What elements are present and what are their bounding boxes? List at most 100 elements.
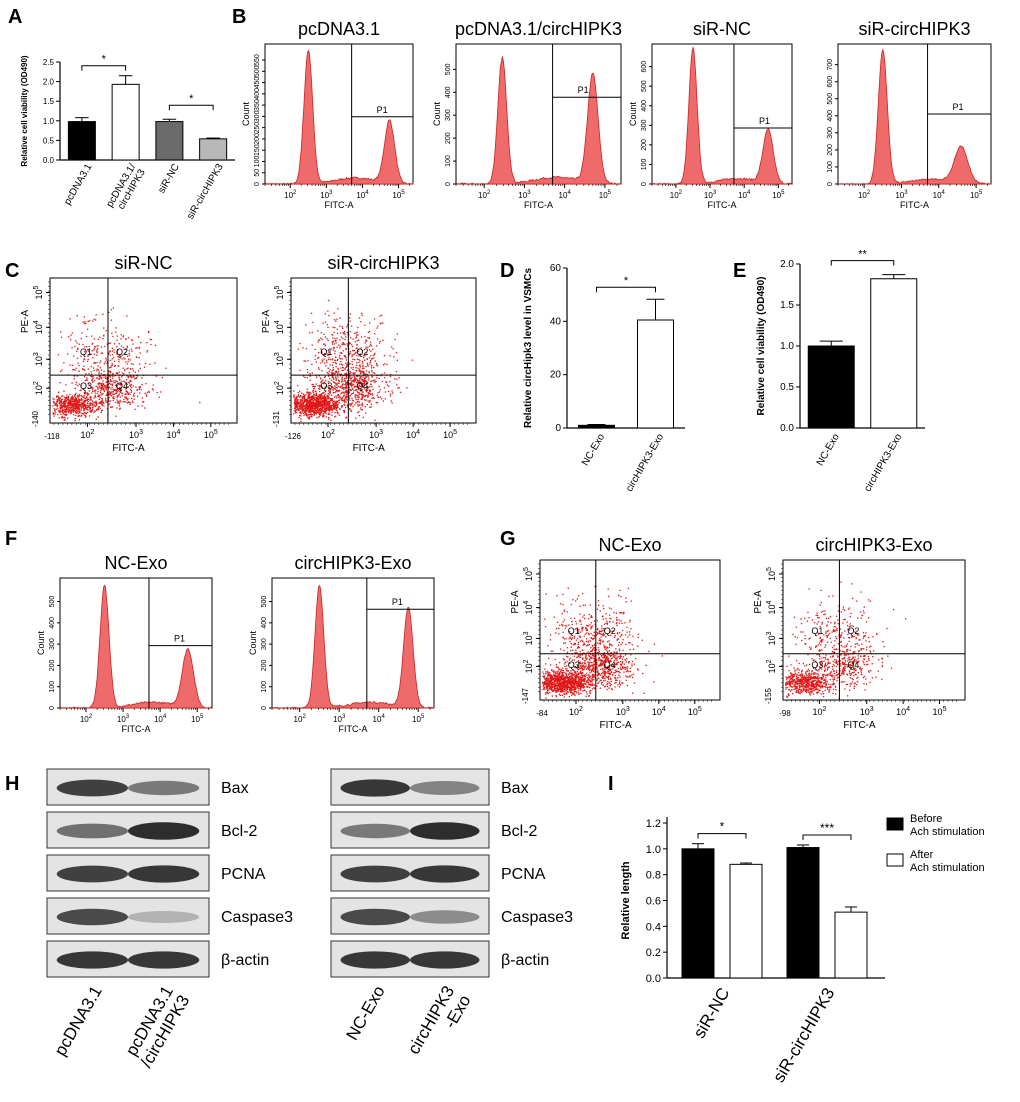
event-dot [118,388,120,390]
event-dot [328,408,330,410]
event-dot [332,400,335,403]
event-dot [558,689,560,691]
event-dot [127,381,129,384]
event-dot [588,678,590,680]
y-tick-label: 0 [49,706,56,710]
event-dot [550,680,552,682]
event-dot [69,364,71,366]
y-tick-label: 0 [445,182,452,186]
event-dot [122,346,124,349]
event-dot [78,410,80,413]
event-dot [334,359,336,361]
event-dot [344,343,346,346]
event-dot [132,375,135,377]
event-dot [614,682,616,684]
event-dot [68,399,70,401]
event-dot [553,672,555,674]
event-dot [55,401,58,403]
event-dot [141,397,143,399]
event-dot [316,398,318,400]
event-dot [93,353,95,355]
event-dot [85,322,87,324]
event-dot [300,395,302,398]
event-dot [379,389,381,391]
event-dot [77,401,79,403]
y-tick-label: 103 [33,352,44,366]
event-dot [59,402,61,404]
event-dot [155,375,158,377]
event-dot [364,396,366,398]
event-dot [327,353,329,355]
event-dot [301,404,303,406]
event-dot [118,377,120,379]
event-dot [620,668,623,670]
event-dot [120,338,122,340]
event-dot [609,629,611,632]
event-dot [565,687,568,689]
event-dot [326,395,329,398]
event-dot [332,404,334,406]
event-dot [323,402,325,404]
category-label: NC-Exo [580,432,607,468]
event-dot [59,370,62,373]
event-dot [308,417,311,420]
event-dot [128,350,130,352]
event-dot [75,367,77,369]
event-dot [361,382,363,384]
event-dot [71,332,73,334]
event-dot [309,411,311,413]
event-dot [625,597,627,599]
event-dot [353,386,356,388]
event-dot [127,355,129,357]
event-dot [360,347,362,349]
event-dot [588,664,591,666]
event-dot [122,367,124,369]
event-dot [575,672,577,674]
event-dot [132,370,135,372]
event-dot [145,394,148,396]
event-dot [112,391,114,393]
event-dot [563,688,565,690]
category-label: siR-circHIPK3 [185,162,226,222]
event-dot [328,299,330,302]
y-tick-label: 300 [261,638,268,650]
event-dot [311,408,314,410]
event-dot [121,354,123,356]
event-dot [592,655,594,657]
event-dot [88,345,90,348]
event-dot [80,384,82,387]
event-dot [312,409,315,412]
event-dot [362,364,364,366]
event-dot [146,351,148,353]
legend-label: Ach stimulation [910,826,985,838]
event-dot [125,338,127,340]
event-dot [326,338,328,340]
event-dot [600,662,602,664]
event-dot [369,361,371,363]
x-tick-label: 102 [284,190,297,200]
event-dot [354,372,356,374]
event-dot [150,343,152,346]
event-dot [338,380,340,383]
event-dot [96,362,98,364]
event-dot [73,402,76,404]
event-dot [310,396,312,398]
event-dot [578,683,580,685]
event-dot [60,404,62,406]
event-dot [91,392,93,394]
event-dot [336,337,338,339]
event-dot [92,403,94,405]
event-dot [111,391,113,393]
event-dot [97,416,99,418]
event-dot [391,346,393,348]
event-dot [317,406,320,408]
event-dot [333,406,335,408]
event-dot [325,400,327,403]
event-dot [327,409,329,411]
event-dot [378,377,380,380]
event-dot [117,356,119,358]
event-dot [328,407,330,409]
event-dot [369,363,371,365]
event-dot [383,372,386,374]
